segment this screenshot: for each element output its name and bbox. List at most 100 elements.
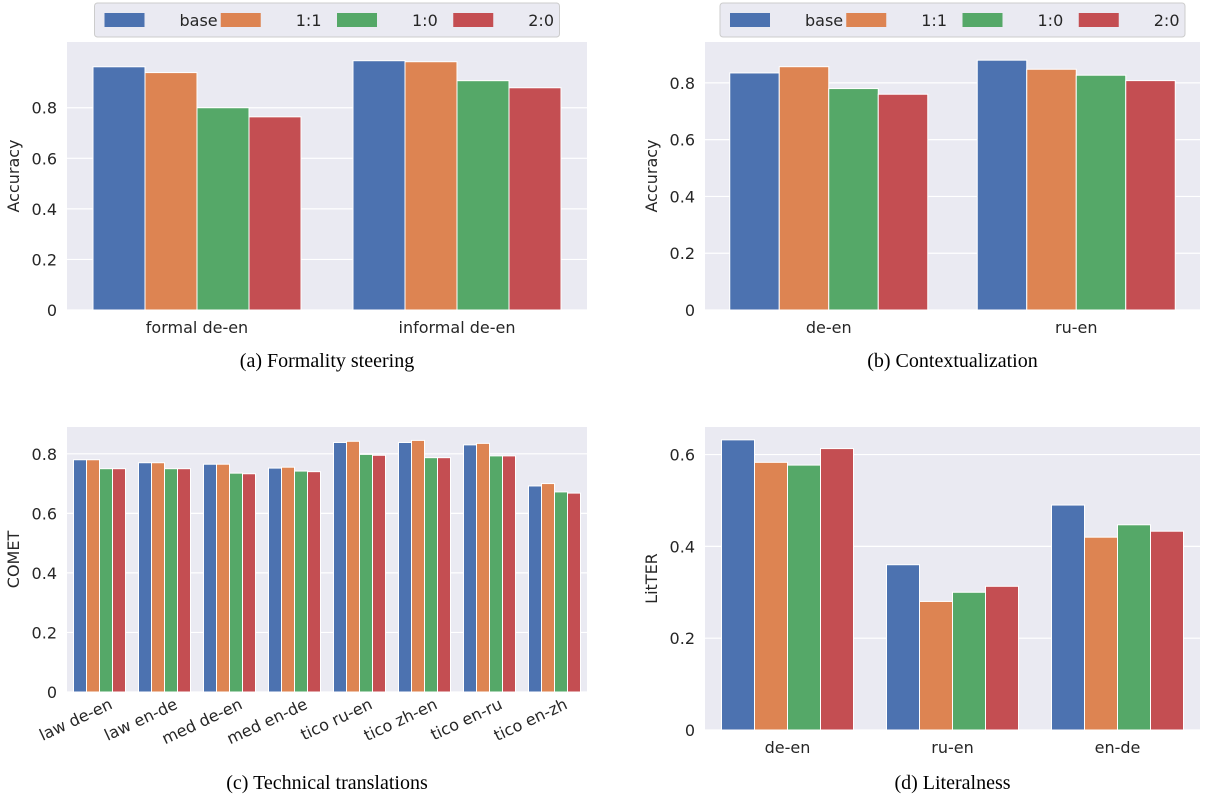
bar <box>952 591 986 731</box>
bar <box>721 439 755 731</box>
bar <box>886 564 920 731</box>
x-tick-label: tico en-ru <box>427 694 505 744</box>
x-tick-label: formal de-en <box>146 318 248 337</box>
y-tick-label: 0.6 <box>32 504 57 523</box>
y-axis-label: Accuracy <box>4 139 23 212</box>
bar <box>919 600 953 731</box>
y-tick-label: 0.6 <box>670 131 695 150</box>
caption: (d) Literalness <box>894 772 1010 794</box>
bar <box>554 491 568 693</box>
bar <box>92 66 146 311</box>
bar <box>248 116 302 311</box>
caption: (b) Contextualization <box>867 350 1038 372</box>
bar <box>216 463 230 693</box>
legend-swatch <box>104 13 145 27</box>
bar <box>138 462 152 693</box>
bar <box>1051 504 1085 731</box>
y-tick-label: 0 <box>47 683 57 702</box>
legend-swatch <box>1078 13 1119 27</box>
bar <box>985 585 1019 731</box>
bar <box>508 87 562 311</box>
chart: 0 0.2 0.4 0.6 0.8 formal de-en informal de-en A… <box>4 2 587 372</box>
bar <box>151 462 165 693</box>
bar <box>976 59 1028 311</box>
bar <box>144 72 198 311</box>
legend-swatch <box>962 13 1003 27</box>
legend-label: 1:0 <box>1038 11 1064 30</box>
bar <box>177 468 191 693</box>
legend-label: 2:0 <box>1154 11 1180 30</box>
x-tick-label: ru-en <box>1055 318 1097 337</box>
x-tick-label: tico ru-en <box>297 694 375 744</box>
bar <box>411 439 425 693</box>
bar <box>476 442 490 693</box>
bar <box>463 444 477 693</box>
y-axis-label: COMET <box>4 531 23 589</box>
bar <box>164 468 178 693</box>
bar <box>346 440 360 693</box>
legend: base 1:1 1:0 2:0 <box>719 2 1186 38</box>
y-tick-label: 0 <box>47 301 57 320</box>
bar <box>456 80 510 311</box>
legend-swatch <box>846 13 887 27</box>
x-tick-label: tico zh-en <box>361 694 440 744</box>
bar <box>281 466 295 693</box>
legend-label: 1:1 <box>921 11 947 30</box>
bar <box>820 448 854 731</box>
legend-box <box>719 2 1186 38</box>
bar <box>502 455 516 693</box>
bar <box>424 457 438 693</box>
bar <box>489 455 503 693</box>
bar <box>754 461 788 731</box>
legend-swatch <box>453 13 494 27</box>
bar <box>86 459 100 693</box>
legend-label: base <box>805 11 843 30</box>
chart: 0 0.2 0.4 0.6 0.8 de-en ru-en Accuracy (b) Conte… <box>642 2 1200 372</box>
bar <box>567 492 581 693</box>
y-tick-label: 0 <box>685 721 695 740</box>
bar <box>778 66 830 311</box>
y-tick-label: 0 <box>685 301 695 320</box>
bar <box>1075 74 1127 311</box>
bar <box>1026 68 1077 311</box>
bar <box>541 483 555 693</box>
bar <box>398 441 412 693</box>
legend-box <box>94 2 560 38</box>
y-tick-label: 0.6 <box>32 149 57 168</box>
x-tick-label: en-de <box>1095 738 1141 757</box>
bar <box>352 60 406 311</box>
bar <box>404 61 458 311</box>
y-axis-label: LitTER <box>642 553 661 604</box>
y-tick-label: 0.8 <box>32 99 57 118</box>
caption: (a) Formality steering <box>240 350 414 372</box>
bar <box>828 88 879 311</box>
chart: 0 0.2 0.4 0.6 de-en ru-en en-de LitTER (d) Liter… <box>642 427 1200 794</box>
legend-swatch <box>730 13 770 27</box>
legend-swatch <box>337 13 377 27</box>
y-tick-label: 0.2 <box>670 629 695 648</box>
bar <box>268 467 282 693</box>
y-tick-label: 0.2 <box>670 244 695 263</box>
bar <box>787 464 821 731</box>
caption: (c) Technical translations <box>226 772 428 794</box>
y-tick-label: 0.4 <box>670 537 695 556</box>
bar <box>359 453 373 693</box>
bar <box>528 485 542 693</box>
x-tick-label: de-en <box>765 738 811 757</box>
y-tick-label: 0.2 <box>32 623 57 642</box>
bar <box>99 468 113 693</box>
legend-label: 1:1 <box>296 11 322 30</box>
legend: base 1:1 1:0 2:0 <box>94 2 560 38</box>
bar <box>437 457 451 693</box>
legend-label: base <box>180 11 218 30</box>
y-tick-label: 0.4 <box>32 200 57 219</box>
bar <box>1084 536 1118 731</box>
bar <box>112 468 126 693</box>
y-tick-label: 0.4 <box>670 187 695 206</box>
bar <box>229 472 243 693</box>
x-tick-label: ru-en <box>931 738 973 757</box>
bar <box>729 72 780 311</box>
bar <box>877 93 929 311</box>
